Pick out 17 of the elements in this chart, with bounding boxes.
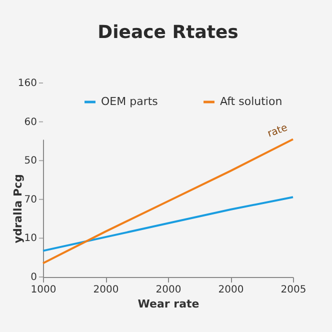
text: 70 (24, 194, 37, 206)
text: 0 (30, 272, 37, 283)
annotation: rate (266, 122, 290, 140)
x-tick-label: 2005 (280, 284, 306, 296)
x-tick-label: 2000 (156, 284, 182, 296)
text: 160 (18, 78, 37, 89)
text: 50 (24, 156, 37, 167)
y-axis-title: ydralla Pcg (12, 174, 24, 244)
chart-title: Dieace Rtates (98, 22, 238, 43)
x-tick-label: 2000 (218, 284, 244, 296)
text: 10 (24, 233, 37, 244)
text: 60 (24, 116, 37, 128)
x-axis-title: Wear rate (138, 298, 200, 310)
x-tick-label: 1000 (30, 284, 56, 296)
legend-label: OEM parts (101, 95, 158, 108)
x-tick-label: 2000 (93, 284, 119, 296)
legend-label: Aft solution (220, 95, 282, 108)
